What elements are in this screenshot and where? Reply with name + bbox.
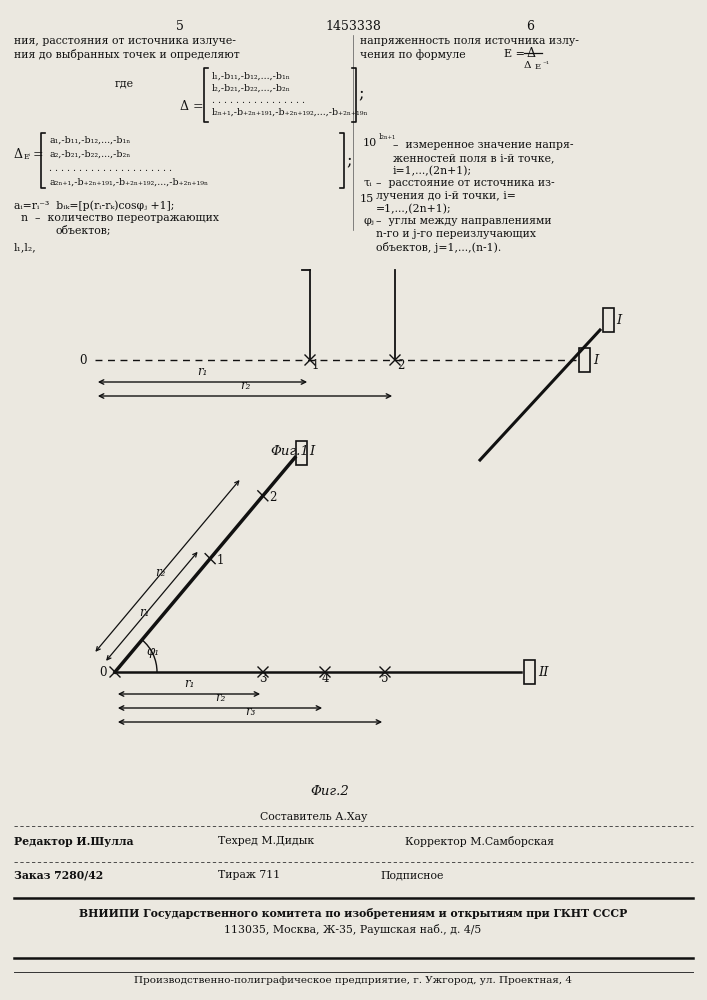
Bar [296, 441, 307, 465]
Text: l₁,-b₁₁,-b₁₂,...,-b₁ₙ: l₁,-b₁₁,-b₁₂,...,-b₁ₙ [212, 72, 291, 81]
Text: l₂ₙ₊₁: l₂ₙ₊₁ [379, 133, 396, 141]
Text: где: где [115, 78, 134, 88]
Text: Техред М.Дидык: Техред М.Дидык [218, 836, 314, 846]
Text: ния, расстояния от источника излуче-: ния, расстояния от источника излуче- [14, 36, 236, 46]
Text: 113035, Москва, Ж-35, Раушская наб., д. 4/5: 113035, Москва, Ж-35, Раушская наб., д. … [224, 924, 481, 935]
Text: женностей поля в i-й точке,: женностей поля в i-й точке, [393, 153, 554, 163]
Text: Eⁱ: Eⁱ [24, 153, 31, 161]
Text: Δ =: Δ = [180, 100, 204, 113]
Text: I: I [309, 445, 314, 458]
Text: 5: 5 [176, 20, 184, 33]
Text: лучения до i-й точки, i=: лучения до i-й точки, i= [376, 191, 516, 201]
Text: a₁,-b₁₁,-b₁₂,...,-b₁ₙ: a₁,-b₁₁,-b₁₂,...,-b₁ₙ [49, 136, 130, 145]
Text: 2: 2 [269, 491, 276, 504]
Text: l₂,-b₂₁,-b₂₂,...,-b₂ₙ: l₂,-b₂₁,-b₂₂,...,-b₂ₙ [212, 84, 291, 93]
Text: ;: ; [346, 151, 351, 168]
Text: объектов, j=1,...,(n-1).: объектов, j=1,...,(n-1). [376, 242, 501, 253]
Text: i=1,...,(2n+1);: i=1,...,(2n+1); [393, 166, 472, 176]
Text: Составитель А.Хау: Составитель А.Хау [260, 812, 368, 822]
Text: a₂,-b₂₁,-b₂₂,...,-b₂ₙ: a₂,-b₂₁,-b₂₂,...,-b₂ₙ [49, 150, 130, 159]
Text: –  расстояние от источника из-: – расстояние от источника из- [376, 178, 554, 188]
Text: объектов;: объектов; [55, 226, 110, 236]
Text: Δ: Δ [524, 61, 532, 70]
Text: Δ: Δ [527, 47, 536, 60]
Text: =: = [33, 148, 44, 161]
Text: a₂ₙ₊₁,-b₊₂ₙ₊₁₉₁,-b₊₂ₙ₊₁₉₂,...,-b₊₂ₙ₊₁₉ₙ: a₂ₙ₊₁,-b₊₂ₙ₊₁₉₁,-b₊₂ₙ₊₁₉₂,...,-b₊₂ₙ₊₁₉ₙ [49, 178, 208, 187]
Text: φⱼ: φⱼ [363, 216, 374, 226]
Text: –  углы между направлениями: – углы между направлениями [376, 216, 551, 226]
Text: τᵢ: τᵢ [363, 178, 371, 188]
Text: r₁: r₁ [184, 677, 194, 690]
Text: r₁: r₁ [139, 606, 150, 619]
Text: 0: 0 [100, 666, 107, 678]
Text: Заказ 7280/42: Заказ 7280/42 [14, 870, 103, 881]
Text: I: I [616, 314, 621, 326]
Bar [579, 348, 590, 372]
Text: . . . . . . . . . . . . . . . .: . . . . . . . . . . . . . . . . [212, 96, 305, 105]
Text: 10: 10 [363, 138, 378, 148]
Text: Производственно-полиграфическое предприятие, г. Ужгород, ул. Проектная, 4: Производственно-полиграфическое предприя… [134, 976, 572, 985]
Text: 2: 2 [397, 359, 404, 372]
Text: 15: 15 [360, 194, 374, 204]
Text: Тираж 711: Тираж 711 [218, 870, 280, 880]
Text: Δ: Δ [14, 148, 23, 161]
Text: r₂: r₂ [215, 691, 226, 704]
Text: ВНИИПИ Государственного комитета по изобретениям и открытиям при ГКНТ СССР: ВНИИПИ Государственного комитета по изоб… [79, 908, 627, 919]
Text: l₁,l₂,: l₁,l₂, [14, 242, 37, 252]
Text: r₁: r₁ [197, 365, 208, 378]
Bar [603, 308, 614, 332]
Text: напряженность поля источника излу-: напряженность поля источника излу- [360, 36, 579, 46]
Text: 4: 4 [321, 672, 329, 685]
Text: n  –  количество переотражающих: n – количество переотражающих [14, 213, 219, 223]
Text: Редактор И.Шулла: Редактор И.Шулла [14, 836, 134, 847]
Text: E: E [535, 63, 541, 71]
Text: r₂: r₂ [155, 566, 165, 579]
Text: 1: 1 [312, 359, 320, 372]
Text: . . . . . . . . . . . . . . . . . . . . .: . . . . . . . . . . . . . . . . . . . . … [49, 164, 172, 173]
Text: ния до выбранных точек и определяют: ния до выбранных точек и определяют [14, 49, 240, 60]
Text: чения по формуле: чения по формуле [360, 49, 466, 60]
Text: Φиг.1: Φиг.1 [271, 445, 310, 458]
Bar [524, 660, 535, 684]
Text: Корректор М.Самборская: Корректор М.Самборская [405, 836, 554, 847]
Text: Φиг.2: Φиг.2 [310, 785, 349, 798]
Text: 3: 3 [259, 672, 267, 685]
Text: ;: ; [358, 85, 363, 102]
Text: E =: E = [504, 49, 525, 59]
Text: I: I [593, 354, 598, 366]
Text: –  измеренное значение напря-: – измеренное значение напря- [393, 140, 573, 150]
Text: 0: 0 [79, 354, 87, 366]
Text: l₂ₙ₊₁,-b₊₂ₙ₊₁₉₁,-b₊₂ₙ₊₁₉₂,...,-b₊₂ₙ₊₁₉ₙ: l₂ₙ₊₁,-b₊₂ₙ₊₁₉₁,-b₊₂ₙ₊₁₉₂,...,-b₊₂ₙ₊₁₉ₙ [212, 108, 368, 117]
Text: 1453338: 1453338 [325, 20, 381, 33]
Text: 6: 6 [526, 20, 534, 33]
Text: r₂: r₂ [240, 379, 250, 392]
Text: 1: 1 [216, 554, 223, 567]
Text: 5: 5 [381, 672, 389, 685]
Text: ⁻¹: ⁻¹ [542, 61, 549, 69]
Text: =1,...,(2n+1);: =1,...,(2n+1); [376, 204, 452, 214]
Text: n-го и j-го переизлучающих: n-го и j-го переизлучающих [376, 229, 536, 239]
Text: Подписное: Подписное [380, 870, 443, 880]
Text: φ₁: φ₁ [146, 645, 160, 658]
Text: r₃: r₃ [245, 705, 255, 718]
Text: II: II [538, 666, 549, 678]
Text: aᵢ=rᵢ⁻³  bᵢₖ=[p(rᵢ-rₖ)cosφⱼ +1];: aᵢ=rᵢ⁻³ bᵢₖ=[p(rᵢ-rₖ)cosφⱼ +1]; [14, 200, 175, 211]
